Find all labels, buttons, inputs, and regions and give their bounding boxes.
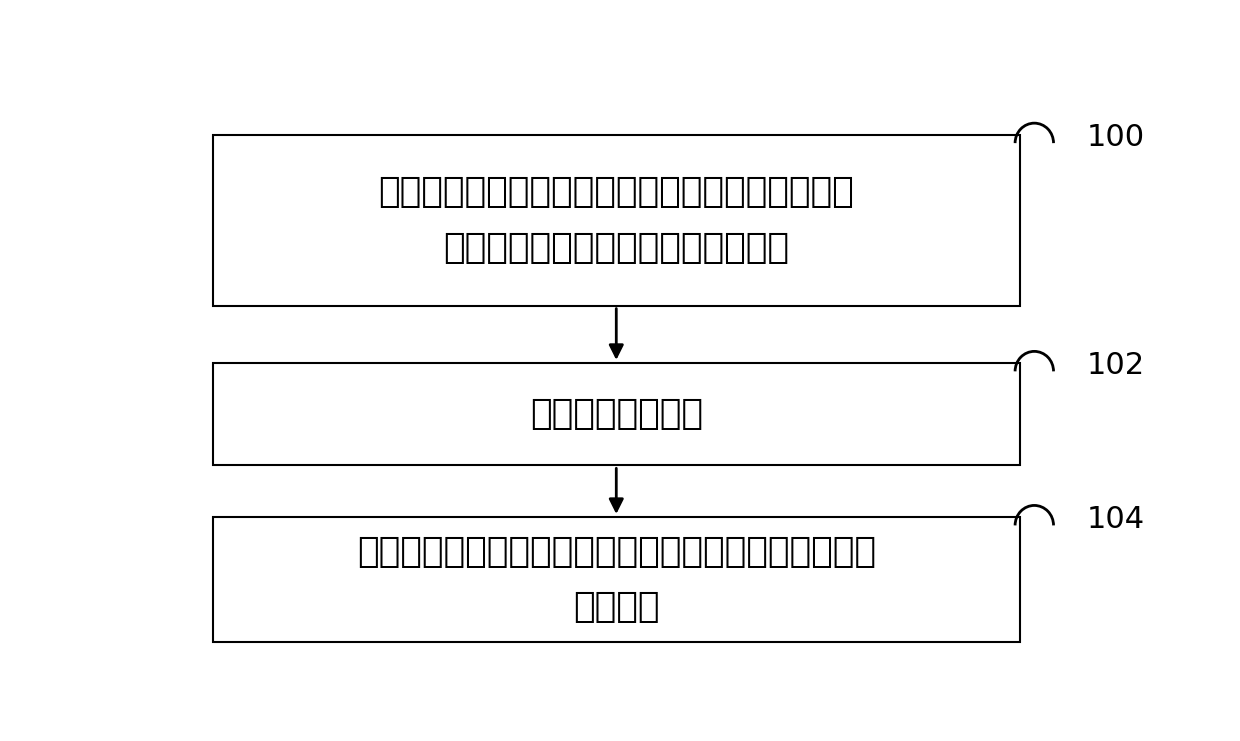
Bar xyxy=(213,517,1019,642)
Bar xyxy=(213,363,1019,465)
Text: 反馈网络设备标识: 反馈网络设备标识 xyxy=(529,397,703,431)
Text: 104: 104 xyxy=(1087,505,1146,534)
Text: 基于收到的终端日志和对应的所述网络设备标识，定位
网络故障: 基于收到的终端日志和对应的所述网络设备标识，定位 网络故障 xyxy=(357,535,875,625)
Text: 102: 102 xyxy=(1087,351,1146,380)
Text: 100: 100 xyxy=(1087,123,1146,152)
Bar xyxy=(213,135,1019,306)
Text: 接收获取网络设备标识的请求信息；所述网络设备
标识，用于唯一标识对应的网络设备: 接收获取网络设备标识的请求信息；所述网络设备 标识，用于唯一标识对应的网络设备 xyxy=(378,176,854,265)
